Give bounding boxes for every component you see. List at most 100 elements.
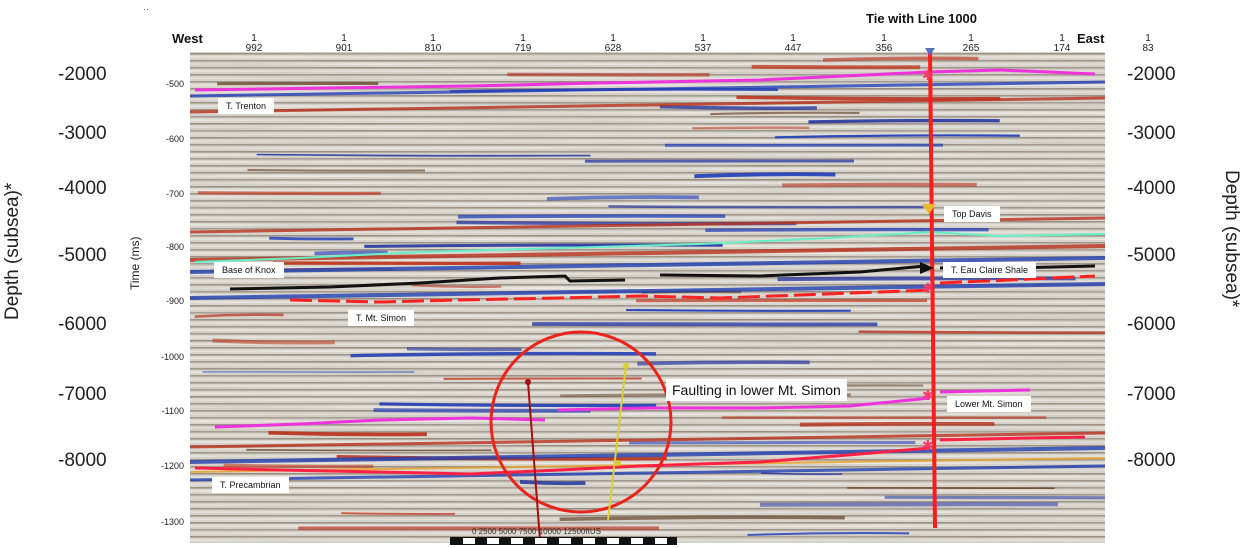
trace-label-value: 810 (424, 43, 442, 54)
seismic-reflector (256, 153, 591, 157)
seismic-reflector (760, 472, 843, 476)
seismic-reflector (411, 283, 502, 289)
seismic-reflector (705, 227, 989, 232)
seismic-reflector (823, 56, 979, 62)
well-top-marker (925, 48, 935, 56)
trace-label-prefix: 1 (790, 33, 796, 44)
seismic-reflector (223, 463, 374, 469)
time-tick: -600 (165, 134, 184, 144)
trace-label: 1 356 (869, 34, 899, 54)
fault-line-1 (527, 381, 541, 541)
seismic-reflector (559, 515, 845, 521)
trace-label-value: 901 (335, 43, 353, 54)
seismic-reflector (637, 360, 810, 366)
seismic-reflector (268, 430, 427, 437)
depth-tick-left: -2000 (58, 64, 107, 85)
time-tick: -800 (165, 242, 184, 252)
seismic-reflector (341, 512, 456, 515)
label-eau-claire: T. Eau Claire Shale (943, 262, 1037, 278)
horizon-lower-mt-simon-line (214, 388, 1031, 429)
horizon-trenton-line (194, 68, 1096, 92)
fault-line-2 (607, 364, 627, 521)
well-marker-mt-simon: ✱ (922, 281, 934, 297)
trace-label-prefix: 1 (610, 33, 616, 44)
trace-label: 1 901 (329, 34, 359, 54)
trace-label-value: 83 (1142, 43, 1154, 54)
seismic-reflector (247, 168, 425, 172)
depth-tick-right: -4000 (1127, 178, 1176, 199)
trace-label-prefix: 1 (520, 33, 526, 44)
depth-tick-left: -4000 (58, 178, 107, 199)
depth-tick-left: -7000 (58, 384, 107, 405)
seismic-reflector (782, 182, 977, 188)
depth-tick-left: -8000 (58, 450, 107, 471)
seismic-reflector (759, 502, 1058, 507)
trace-label-prefix: 1 (700, 33, 706, 44)
seismic-reflector (190, 446, 1105, 464)
time-tick: -1000 (160, 352, 184, 362)
trace-label: 1 810 (418, 34, 448, 54)
west-label: West (172, 31, 203, 46)
trace-label-prefix: 1 (1145, 33, 1151, 44)
seismic-reflector (190, 431, 1105, 449)
seismic-reflector (246, 448, 492, 452)
seismic-reflector (458, 214, 726, 219)
horizon-mt-simon-line (289, 274, 1096, 304)
time-tick: -900 (165, 296, 184, 306)
seismic-reflector (546, 195, 700, 201)
right-depth-title: Depth (subsea)* (1221, 170, 1242, 308)
depth-tick-right: -5000 (1127, 245, 1176, 266)
trace-label-value: 992 (245, 43, 263, 54)
seismic-reflector (692, 126, 810, 130)
depth-tick-right: -6000 (1127, 314, 1176, 335)
faulting-annotation: Faulting in lower Mt. Simon (666, 379, 847, 401)
trace-label-prefix: 1 (881, 33, 887, 44)
seismic-reflector (194, 313, 284, 318)
seismic-reflector (190, 244, 1105, 262)
label-mt-simon: T. Mt. Simon (348, 310, 415, 326)
seismic-reflector (190, 464, 1105, 482)
label-precambrian: T. Precambrian (212, 477, 289, 493)
tie-label: Tie with Line 1000 (866, 11, 978, 26)
time-axis-label: Time (ms) (128, 236, 142, 290)
time-tick: -700 (165, 189, 184, 199)
label-lower-mt-simon: Lower Mt. Simon (947, 396, 1031, 412)
trace-label-prefix: 1 (430, 33, 436, 44)
horizon-knox-line (194, 230, 1106, 263)
trace-label-value: 174 (1053, 43, 1071, 54)
depth-tick-left: -5000 (58, 245, 107, 266)
well-markers: ✱ ✱ ✱ ✱ (922, 68, 934, 454)
left-depth-title: Depth (subsea)* (2, 182, 23, 320)
seismic-reflector (808, 118, 1000, 124)
trace-label-prefix: 1 (968, 33, 974, 44)
trace-label: 1 265 (956, 34, 986, 54)
depth-tick-right: -7000 (1127, 384, 1176, 405)
well-marker-precambrian: ✱ (922, 438, 934, 454)
scale-bar-label: 0 2500 5000 7500 10000 12500ftUS (472, 527, 602, 536)
fault-2-top-point (623, 363, 629, 369)
trace-label-value: 265 (962, 43, 980, 54)
seismic-reflector (350, 351, 656, 358)
seismic-reflector (190, 96, 1105, 114)
well-marker-trenton: ✱ (922, 68, 934, 84)
trace-label: 1 174 (1047, 34, 1077, 54)
trace-label-value: 537 (694, 43, 712, 54)
depth-tick-left: -6000 (58, 314, 107, 335)
time-tick: -1100 (161, 406, 184, 416)
seismic-reflector (659, 104, 817, 111)
seismic-reflector (694, 172, 836, 179)
seismic-reflector (212, 338, 335, 345)
seismic-reflector (799, 421, 995, 427)
seismic-reflector (198, 191, 381, 196)
seismic-reflector (190, 80, 1105, 98)
seismic-reflector (774, 134, 1020, 139)
trace-label-prefix: 1 (251, 33, 257, 44)
seismic-reflector (519, 479, 586, 486)
depth-tick-right: -8000 (1127, 450, 1176, 471)
fault-2-mid-point (615, 460, 621, 466)
trace-label-value: 719 (514, 43, 532, 54)
well-marker-lower-mt-simon: ✱ (922, 388, 934, 404)
seismic-reflector (314, 250, 388, 256)
seismic-reflector (406, 347, 522, 352)
